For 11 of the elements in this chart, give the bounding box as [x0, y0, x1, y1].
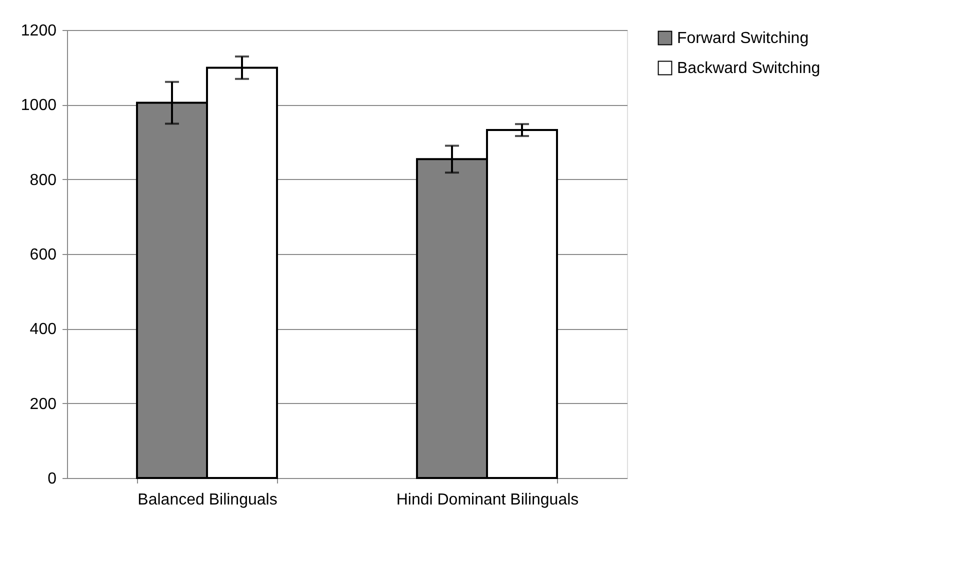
y-tick-label: 400 [30, 321, 57, 338]
legend-label: Backward Switching [677, 60, 820, 77]
y-tick-label: 1200 [20, 22, 57, 40]
y-tick-label: 800 [30, 172, 57, 189]
legend-label: Forward Switching [677, 30, 809, 47]
x-tick-label: Hindi Dominant Bilinguals [396, 492, 579, 508]
y-tick-label: 200 [30, 396, 57, 413]
y-tick-label: 0 [48, 470, 57, 488]
y-tick-label: 1000 [20, 97, 57, 114]
x-tick-label: Balanced Bilinguals [138, 492, 278, 508]
y-tick-label: 600 [30, 246, 57, 264]
